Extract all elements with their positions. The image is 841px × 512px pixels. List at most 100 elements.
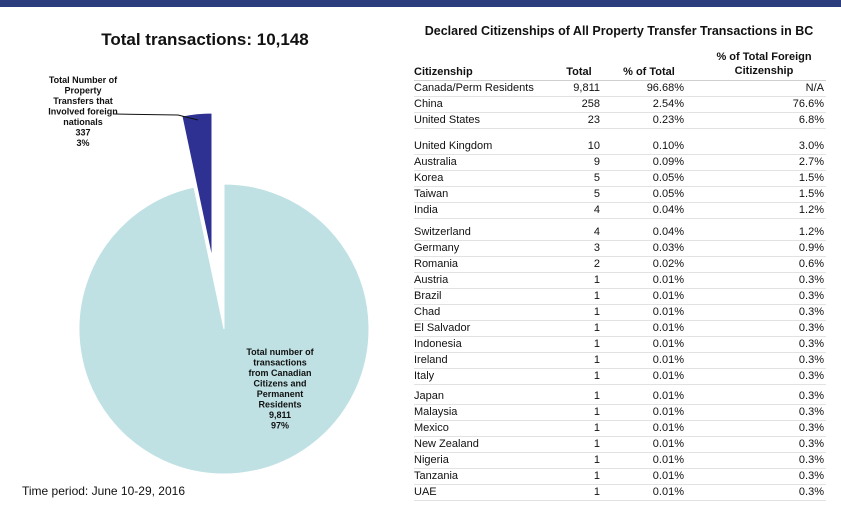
cell-total: 10 [587, 140, 600, 152]
table-title: Declared Citizenships of All Property Tr… [424, 24, 814, 38]
cell-pct-foreign: 1.2% [798, 204, 824, 216]
cell-total: 1 [593, 486, 600, 498]
cell-pct-foreign: 1.5% [798, 188, 824, 200]
cell-pct-total: 0.05% [652, 172, 684, 184]
cell-pct-total: 0.03% [652, 242, 684, 254]
cell-pct-foreign: 0.3% [798, 274, 824, 286]
table-row: Korea 5 0.05% 1.5% [414, 171, 826, 187]
cell-citizenship: Mexico [414, 422, 449, 434]
cell-total: 1 [593, 390, 600, 402]
cell-citizenship: Chad [414, 306, 441, 318]
cell-pct-foreign: 0.3% [798, 486, 824, 498]
cell-total: 258 [581, 98, 600, 110]
cell-pct-foreign: 1.2% [798, 226, 824, 238]
table-row: New Zealand 1 0.01% 0.3% [414, 437, 826, 453]
cell-citizenship: New Zealand [414, 438, 479, 450]
table-row: Germany 3 0.03% 0.9% [414, 241, 826, 257]
table-row: Nigeria 1 0.01% 0.3% [414, 453, 826, 469]
cell-citizenship: UAE [414, 486, 437, 498]
cell-total: 1 [593, 306, 600, 318]
cell-pct-foreign: 0.3% [798, 406, 824, 418]
header-total: Total [566, 66, 592, 78]
cell-pct-foreign: N/A [805, 82, 824, 94]
cell-pct-foreign: 6.8% [798, 114, 824, 126]
cell-pct-foreign: 0.3% [798, 438, 824, 450]
cell-citizenship: Taiwan [414, 188, 449, 200]
cell-total: 3 [593, 242, 600, 254]
cell-total: 4 [593, 204, 600, 216]
cell-pct-foreign: 2.7% [798, 156, 824, 168]
citizenship-table: Citizenship Total % of Total % of Total … [414, 46, 826, 501]
table-row: Tanzania 1 0.01% 0.3% [414, 469, 826, 485]
cell-pct-foreign: 0.3% [798, 370, 824, 382]
cell-pct-total: 0.01% [652, 290, 684, 302]
cell-total: 5 [593, 188, 600, 200]
table-row: Austria 1 0.01% 0.3% [414, 273, 826, 289]
cell-pct-total: 0.10% [652, 140, 684, 152]
cell-citizenship: Brazil [414, 290, 442, 302]
cell-pct-total: 0.01% [652, 454, 684, 466]
cell-total: 5 [593, 172, 600, 184]
cell-citizenship: Australia [414, 156, 457, 168]
cell-pct-total: 0.01% [652, 406, 684, 418]
table-row: Romania 2 0.02% 0.6% [414, 257, 826, 273]
cell-citizenship: El Salvador [414, 322, 471, 334]
cell-total: 1 [593, 290, 600, 302]
cell-citizenship: Tanzania [414, 470, 459, 482]
cell-pct-total: 0.05% [652, 188, 684, 200]
table-row: Italy 1 0.01% 0.3% [414, 369, 826, 385]
table-row: United States 23 0.23% 6.8% [414, 113, 826, 129]
pie-leader-line [113, 113, 199, 121]
cell-citizenship: Korea [414, 172, 444, 184]
cell-pct-total: 0.01% [652, 470, 684, 482]
table-row: Indonesia 1 0.01% 0.3% [414, 337, 826, 353]
header-pct-foreign-line1: % of Total Foreign [716, 51, 812, 63]
cell-pct-total: 0.01% [652, 422, 684, 434]
header-pct-foreign: % of Total Foreign Citizenship [704, 50, 824, 78]
table-row: United Kingdom 10 0.10% 3.0% [414, 139, 826, 155]
cell-pct-total: 2.54% [652, 98, 684, 110]
table-row: Canada/Perm Residents 9,811 96.68% N/A [414, 81, 826, 97]
cell-pct-foreign: 76.6% [792, 98, 824, 110]
cell-citizenship: Nigeria [414, 454, 449, 466]
cell-pct-foreign: 0.3% [798, 390, 824, 402]
cell-citizenship: Romania [414, 258, 459, 270]
cell-total: 9 [593, 156, 600, 168]
cell-pct-foreign: 0.3% [798, 306, 824, 318]
table-row: Ireland 1 0.01% 0.3% [414, 353, 826, 369]
cell-pct-foreign: 0.6% [798, 258, 824, 270]
header-pct-foreign-line2: Citizenship [734, 65, 794, 77]
cell-citizenship: China [414, 98, 443, 110]
table-row: Mexico 1 0.01% 0.3% [414, 421, 826, 437]
cell-pct-total: 0.01% [652, 306, 684, 318]
cell-total: 1 [593, 470, 600, 482]
cell-citizenship: United States [414, 114, 481, 126]
cell-total: 1 [593, 454, 600, 466]
cell-pct-total: 0.01% [652, 438, 684, 450]
table-row: Chad 1 0.01% 0.3% [414, 305, 826, 321]
cell-total: 1 [593, 406, 600, 418]
table-row: Malaysia 1 0.01% 0.3% [414, 405, 826, 421]
cell-pct-foreign: 0.9% [798, 242, 824, 254]
cell-pct-foreign: 0.3% [798, 338, 824, 350]
table-row: Switzerland 4 0.04% 1.2% [414, 225, 826, 241]
pie-title: Total transactions: 10,148 [101, 30, 309, 49]
top-accent-bar [0, 0, 841, 7]
cell-citizenship: Canada/Perm Residents [414, 82, 534, 94]
header-citizenship: Citizenship [414, 66, 473, 78]
cell-citizenship: Italy [414, 370, 435, 382]
cell-pct-total: 0.04% [652, 226, 684, 238]
cell-total: 1 [593, 354, 600, 366]
cell-citizenship: Japan [414, 390, 444, 402]
cell-pct-total: 0.01% [652, 274, 684, 286]
cell-total: 9,811 [573, 82, 600, 94]
table-row: China 258 2.54% 76.6% [414, 97, 826, 113]
pie-label-foreign: Total Number of Property Transfers that Inv… [48, 75, 118, 148]
table-row: Taiwan 5 0.05% 1.5% [414, 187, 826, 203]
cell-citizenship: Ireland [414, 354, 448, 366]
cell-citizenship: Indonesia [414, 338, 462, 350]
cell-total: 1 [593, 422, 600, 434]
cell-total: 23 [587, 114, 600, 126]
cell-pct-foreign: 0.3% [798, 354, 824, 366]
table-row: UAE 1 0.01% 0.3% [414, 485, 826, 501]
